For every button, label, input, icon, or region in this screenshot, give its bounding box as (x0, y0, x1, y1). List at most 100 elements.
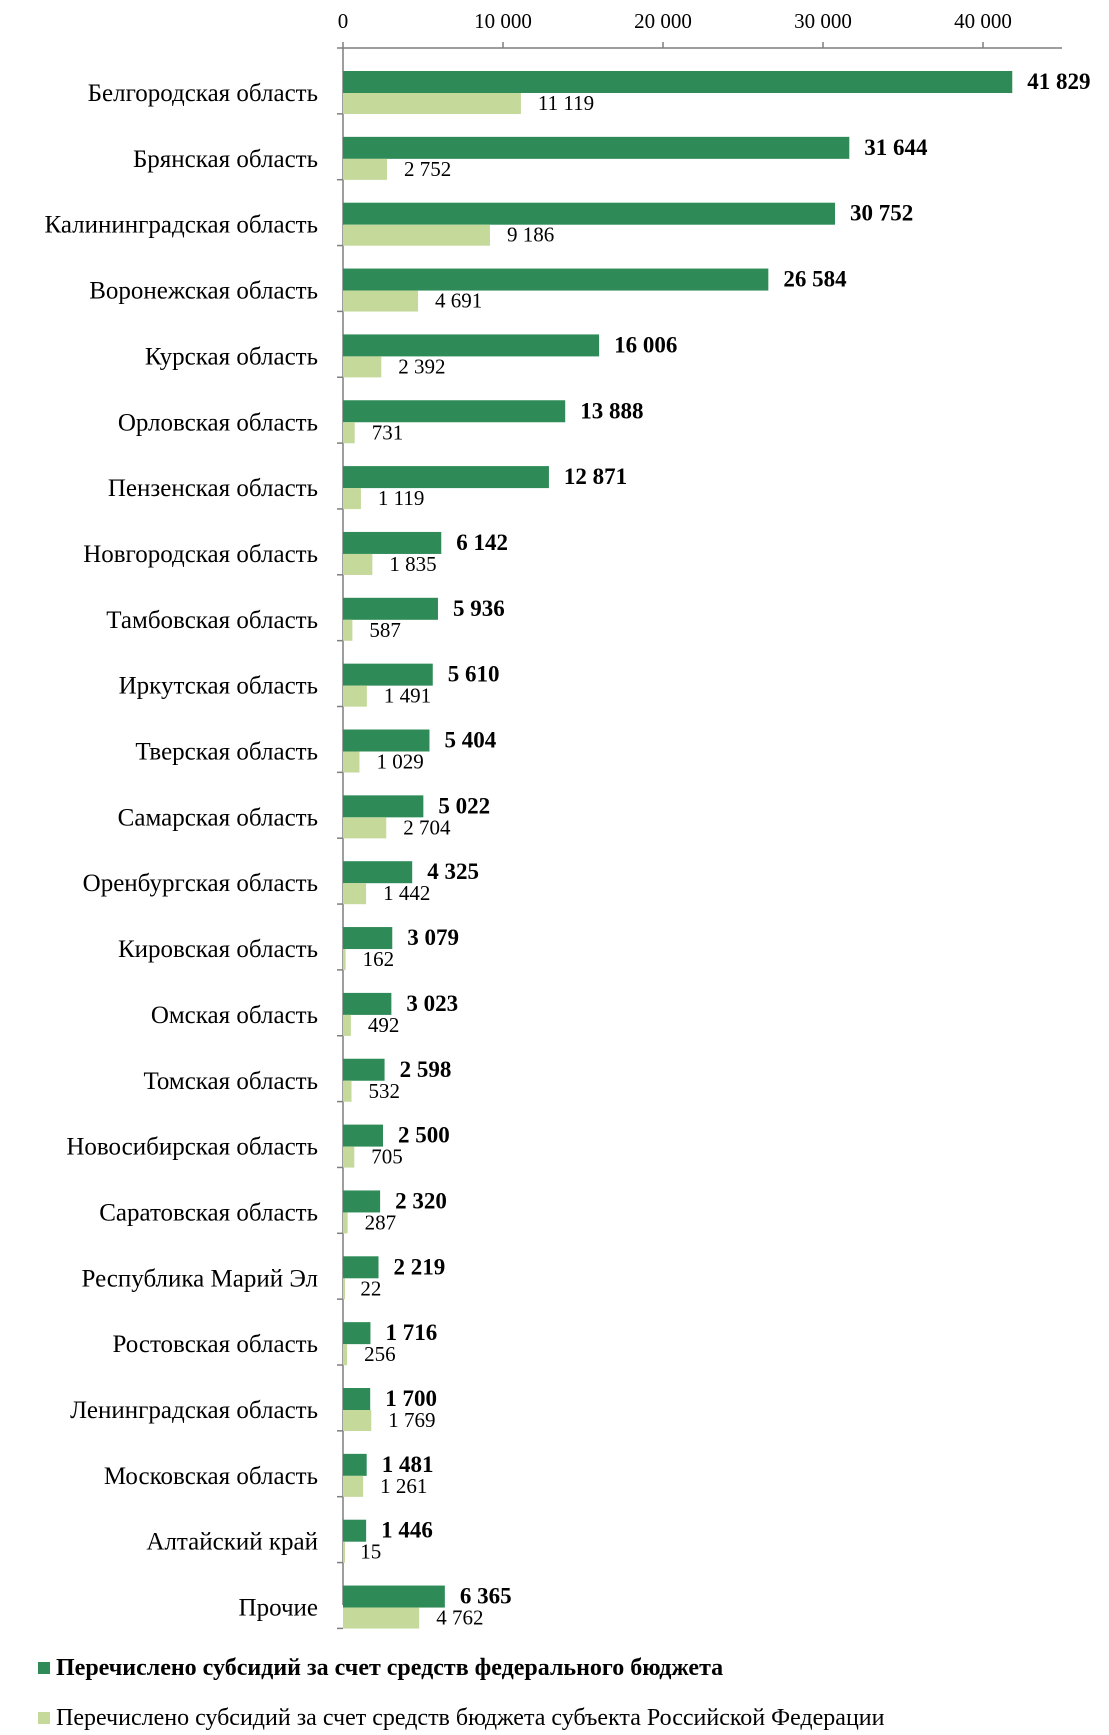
data-label-regional: 1 491 (384, 684, 431, 708)
category-label: Новосибирская область (66, 1134, 318, 1161)
data-label-regional: 256 (364, 1342, 396, 1366)
category-label: Брянская область (133, 146, 318, 173)
data-label-regional: 162 (363, 947, 395, 971)
data-label-regional: 1 029 (376, 750, 423, 774)
data-label-federal: 5 404 (444, 728, 496, 753)
bar-regional (343, 817, 387, 839)
bar-federal (343, 992, 392, 1015)
bar-federal (343, 729, 430, 752)
bar-regional (343, 883, 367, 905)
data-label-federal: 41 829 (1027, 69, 1090, 94)
data-label-regional: 1 835 (389, 552, 436, 576)
bar-federal (343, 1190, 381, 1213)
data-label-regional: 1 261 (380, 1474, 427, 1498)
data-label-federal: 26 584 (783, 267, 847, 292)
bar-regional (343, 553, 373, 575)
bar-regional (343, 619, 353, 641)
data-label-regional: 287 (365, 1210, 397, 1234)
data-label-regional: 532 (369, 1079, 401, 1103)
bar-federal (343, 400, 566, 423)
data-label-regional: 2 392 (398, 354, 445, 378)
data-label-federal: 5 936 (453, 596, 505, 621)
data-label-federal: 2 219 (394, 1254, 446, 1279)
data-label-federal: 3 023 (406, 991, 458, 1016)
data-label-regional: 15 (360, 1540, 381, 1564)
category-label: Оренбургская область (83, 870, 318, 897)
category-label: Омская область (151, 1002, 318, 1029)
bar-regional (343, 488, 361, 510)
bar-federal (343, 597, 438, 620)
category-label: Тамбовская область (106, 607, 318, 634)
data-label-federal: 2 500 (398, 1123, 450, 1148)
data-label-federal: 2 320 (395, 1188, 447, 1213)
category-label: Ростовская область (112, 1331, 318, 1358)
data-label-federal: 13 888 (580, 398, 643, 423)
data-label-federal: 31 644 (864, 135, 928, 160)
bar-federal (343, 1058, 385, 1081)
legend-label-federal: Перечислено субсидий за счет средств фед… (56, 1655, 723, 1681)
bar-federal (343, 861, 413, 884)
data-label-federal: 30 752 (850, 201, 913, 226)
bar-regional (343, 356, 382, 378)
bar-regional (343, 751, 360, 773)
category-label: Томская область (143, 1068, 318, 1095)
data-label-regional: 11 119 (538, 91, 594, 115)
category-label: Тверская область (135, 739, 318, 766)
data-label-regional: 9 186 (507, 223, 554, 247)
data-label-regional: 1 119 (378, 486, 424, 510)
bar-regional (343, 158, 388, 180)
bar-federal (343, 927, 393, 950)
bar-regional (343, 1475, 364, 1497)
legend-swatch-federal (38, 1662, 50, 1674)
bar-federal (343, 1256, 379, 1279)
category-label: Белгородская область (88, 80, 318, 107)
bar-federal (343, 1388, 371, 1410)
data-label-federal: 1 446 (381, 1518, 433, 1543)
data-label-regional: 22 (360, 1276, 381, 1300)
data-label-federal: 5 610 (448, 662, 500, 687)
category-label: Саратовская область (99, 1199, 318, 1226)
data-label-federal: 6 142 (456, 530, 508, 555)
bar-federal (343, 1124, 383, 1147)
bar-regional (343, 1278, 345, 1300)
bar-federal (343, 1585, 445, 1608)
bar-federal (343, 71, 1013, 93)
category-label: Кировская область (118, 936, 318, 963)
data-label-regional: 587 (369, 618, 401, 642)
category-label: Новгородская область (83, 541, 318, 568)
x-tick-label: 20 000 (634, 9, 692, 33)
bar-regional (343, 1607, 420, 1629)
data-label-federal: 12 871 (564, 464, 627, 489)
category-label: Самарская область (118, 804, 318, 831)
bar-federal (343, 795, 424, 818)
data-label-federal: 1 700 (385, 1386, 437, 1411)
bar-regional (343, 1541, 345, 1563)
data-label-federal: 16 006 (614, 332, 677, 357)
bar-federal (343, 663, 433, 686)
bar-regional (343, 1014, 351, 1036)
data-label-regional: 2 752 (404, 157, 451, 181)
data-label-regional: 492 (368, 1013, 400, 1037)
data-label-federal: 1 716 (385, 1320, 437, 1345)
bar-regional (343, 1080, 352, 1102)
bar-regional (343, 224, 490, 246)
data-label-federal: 1 481 (382, 1452, 434, 1477)
data-label-regional: 2 704 (403, 815, 451, 839)
category-label: Иркутская область (119, 673, 318, 700)
category-label: Республика Марий Эл (82, 1265, 319, 1292)
bar-regional (343, 290, 419, 312)
legend-label-regional: Перечислено субсидий за счет средств бюд… (56, 1705, 885, 1731)
bar-federal (343, 1322, 371, 1345)
x-tick-label: 30 000 (794, 9, 852, 33)
bar-federal (343, 202, 836, 225)
data-label-federal: 2 598 (400, 1057, 452, 1082)
category-label: Калининградская область (44, 212, 318, 239)
legend-swatch-regional (38, 1712, 50, 1724)
data-label-federal: 5 022 (438, 793, 490, 818)
x-tick-label: 10 000 (474, 9, 532, 33)
data-label-regional: 4 691 (435, 289, 482, 313)
bar-regional (343, 949, 346, 971)
category-label: Воронежская область (89, 278, 318, 305)
